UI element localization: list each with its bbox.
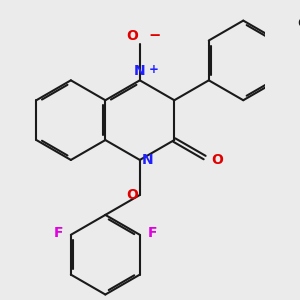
Text: F: F [53,226,63,240]
Text: +: + [148,63,158,76]
Text: N: N [142,153,153,167]
Text: −: − [148,28,161,43]
Text: CH₃: CH₃ [297,17,300,30]
Text: N: N [134,64,146,78]
Text: O: O [126,28,138,43]
Text: O: O [211,153,223,166]
Text: O: O [126,188,138,202]
Text: F: F [148,226,157,240]
